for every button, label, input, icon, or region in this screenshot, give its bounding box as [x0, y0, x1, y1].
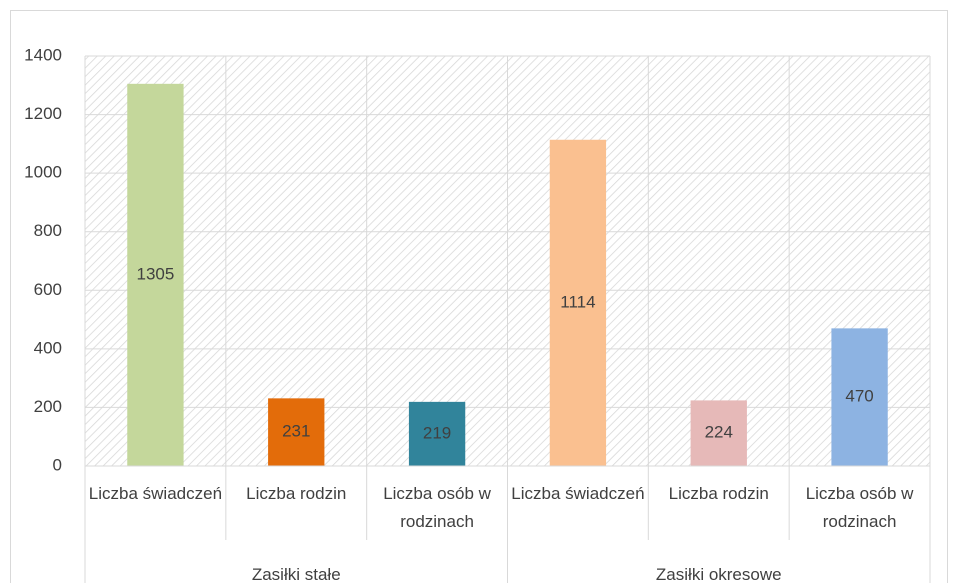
x-tick-label: Liczba rodzin	[668, 484, 769, 503]
y-tick-label: 1200	[24, 104, 62, 123]
bar	[690, 400, 747, 466]
group-label: Zasiłki stałe	[251, 565, 341, 583]
x-tick-label: Liczba osób w rodzinach	[383, 484, 491, 531]
chart-border	[10, 10, 948, 583]
y-tick-label: 200	[34, 397, 62, 416]
bar	[127, 83, 184, 467]
group-label: Zasiłki okresowe	[655, 565, 782, 583]
x-tick-label: Liczba rodzin	[246, 484, 347, 503]
data-label: 470	[845, 387, 873, 406]
y-tick-label: 600	[34, 280, 62, 299]
data-label: 1114	[560, 292, 595, 311]
data-label: 1305	[137, 264, 175, 283]
y-tick-label: 800	[34, 221, 62, 240]
y-tick-label: 400	[34, 338, 62, 357]
data-label: 231	[282, 422, 310, 441]
x-tick-label: Liczba świadczeń	[88, 484, 223, 503]
bar	[549, 139, 607, 466]
bar	[268, 398, 325, 466]
y-tick-label: 1000	[24, 163, 62, 182]
y-tick-label: 1400	[24, 45, 62, 64]
data-label: 219	[423, 423, 451, 442]
x-tick-label: Liczba świadczeń	[511, 484, 645, 503]
x-tick-label: Liczba osób w rodzinach	[805, 484, 914, 531]
y-tick-label: 0	[53, 455, 62, 474]
data-label: 224	[705, 423, 733, 442]
bar	[408, 401, 466, 466]
bar	[831, 328, 888, 466]
